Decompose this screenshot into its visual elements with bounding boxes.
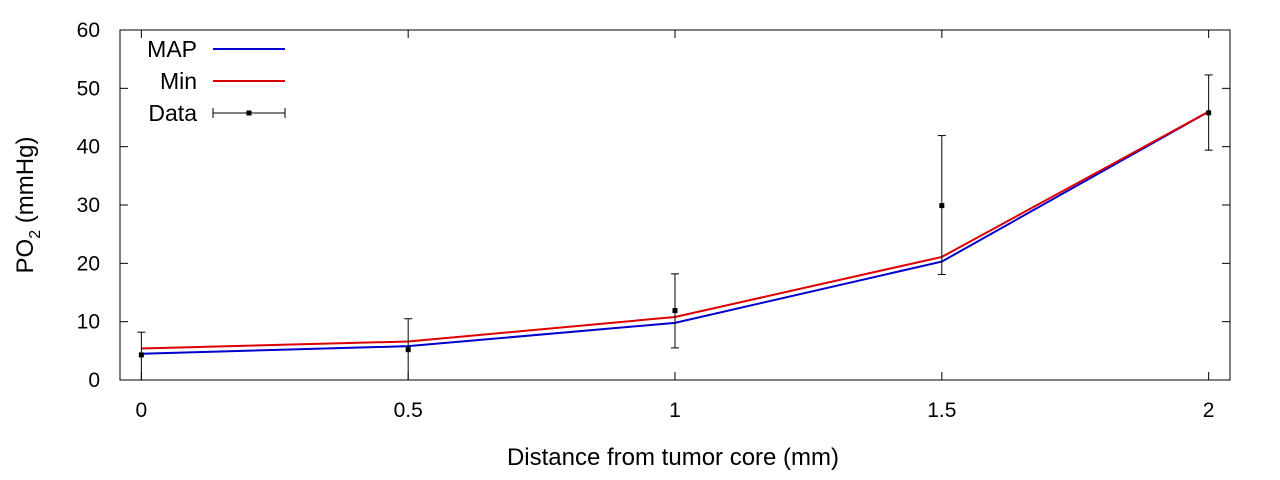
y-axis-label: PO2 (mmHg) xyxy=(12,137,44,274)
legend-swatch-point xyxy=(246,110,252,116)
x-tick-label: 0.5 xyxy=(394,399,423,422)
x-tick-label: 1 xyxy=(669,399,681,422)
x-tick-label: 0 xyxy=(136,399,148,422)
y-tick-label: 50 xyxy=(77,77,100,100)
y-axis-label-main: PO xyxy=(12,239,39,274)
legend-label-map: MAP xyxy=(147,36,197,62)
y-axis-label-subscript: 2 xyxy=(27,230,44,239)
y-tick-label: 20 xyxy=(77,252,100,275)
x-axis-label: Distance from tumor core (mm) xyxy=(507,444,839,471)
series-layer xyxy=(137,74,1213,381)
y-tick-label: 30 xyxy=(77,194,100,217)
x-tick-label: 1.5 xyxy=(927,399,956,422)
y-axis-label-unit: (mmHg) xyxy=(12,137,39,230)
legend-label-min: Min xyxy=(160,68,197,94)
data-point xyxy=(138,352,144,358)
y-tick-label: 0 xyxy=(88,369,100,392)
legend: MAP Min Data xyxy=(147,36,286,126)
y-tick-label: 10 xyxy=(77,311,100,334)
data-point xyxy=(672,308,678,314)
x-tick-label: 2 xyxy=(1203,399,1215,422)
legend-label-data: Data xyxy=(148,100,197,126)
data-point xyxy=(1206,110,1212,116)
data-point xyxy=(405,347,411,353)
y-tick-label: 40 xyxy=(77,136,100,159)
y-tick-label: 60 xyxy=(77,19,100,42)
data-point xyxy=(939,203,945,209)
